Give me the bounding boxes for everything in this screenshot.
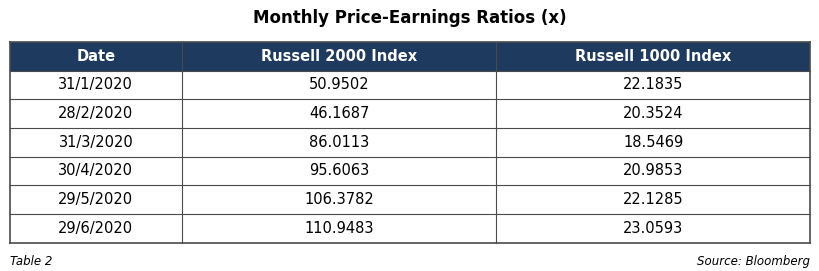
Text: 86.0113: 86.0113: [309, 135, 369, 150]
Text: 29/6/2020: 29/6/2020: [58, 221, 133, 236]
Text: 95.6063: 95.6063: [309, 163, 369, 178]
Text: 18.5469: 18.5469: [622, 135, 682, 150]
Text: 22.1285: 22.1285: [622, 192, 683, 207]
Text: 31/3/2020: 31/3/2020: [58, 135, 133, 150]
Text: 50.9502: 50.9502: [309, 78, 369, 92]
Text: Date: Date: [76, 49, 115, 64]
Text: Monthly Price-Earnings Ratios (x): Monthly Price-Earnings Ratios (x): [253, 9, 566, 27]
Text: Russell 2000 Index: Russell 2000 Index: [260, 49, 417, 64]
Text: 22.1835: 22.1835: [622, 78, 683, 92]
Text: 46.1687: 46.1687: [309, 106, 369, 121]
Text: 29/5/2020: 29/5/2020: [58, 192, 133, 207]
Text: Table 2: Table 2: [10, 255, 52, 268]
Text: 20.9853: 20.9853: [622, 163, 683, 178]
Text: 23.0593: 23.0593: [622, 221, 682, 236]
Text: Russell 1000 Index: Russell 1000 Index: [574, 49, 731, 64]
Text: 30/4/2020: 30/4/2020: [58, 163, 133, 178]
Text: 110.9483: 110.9483: [304, 221, 373, 236]
Text: 106.3782: 106.3782: [304, 192, 373, 207]
Text: 28/2/2020: 28/2/2020: [58, 106, 133, 121]
Text: 31/1/2020: 31/1/2020: [58, 78, 133, 92]
Text: Source: Bloomberg: Source: Bloomberg: [696, 255, 809, 268]
Text: 20.3524: 20.3524: [622, 106, 683, 121]
